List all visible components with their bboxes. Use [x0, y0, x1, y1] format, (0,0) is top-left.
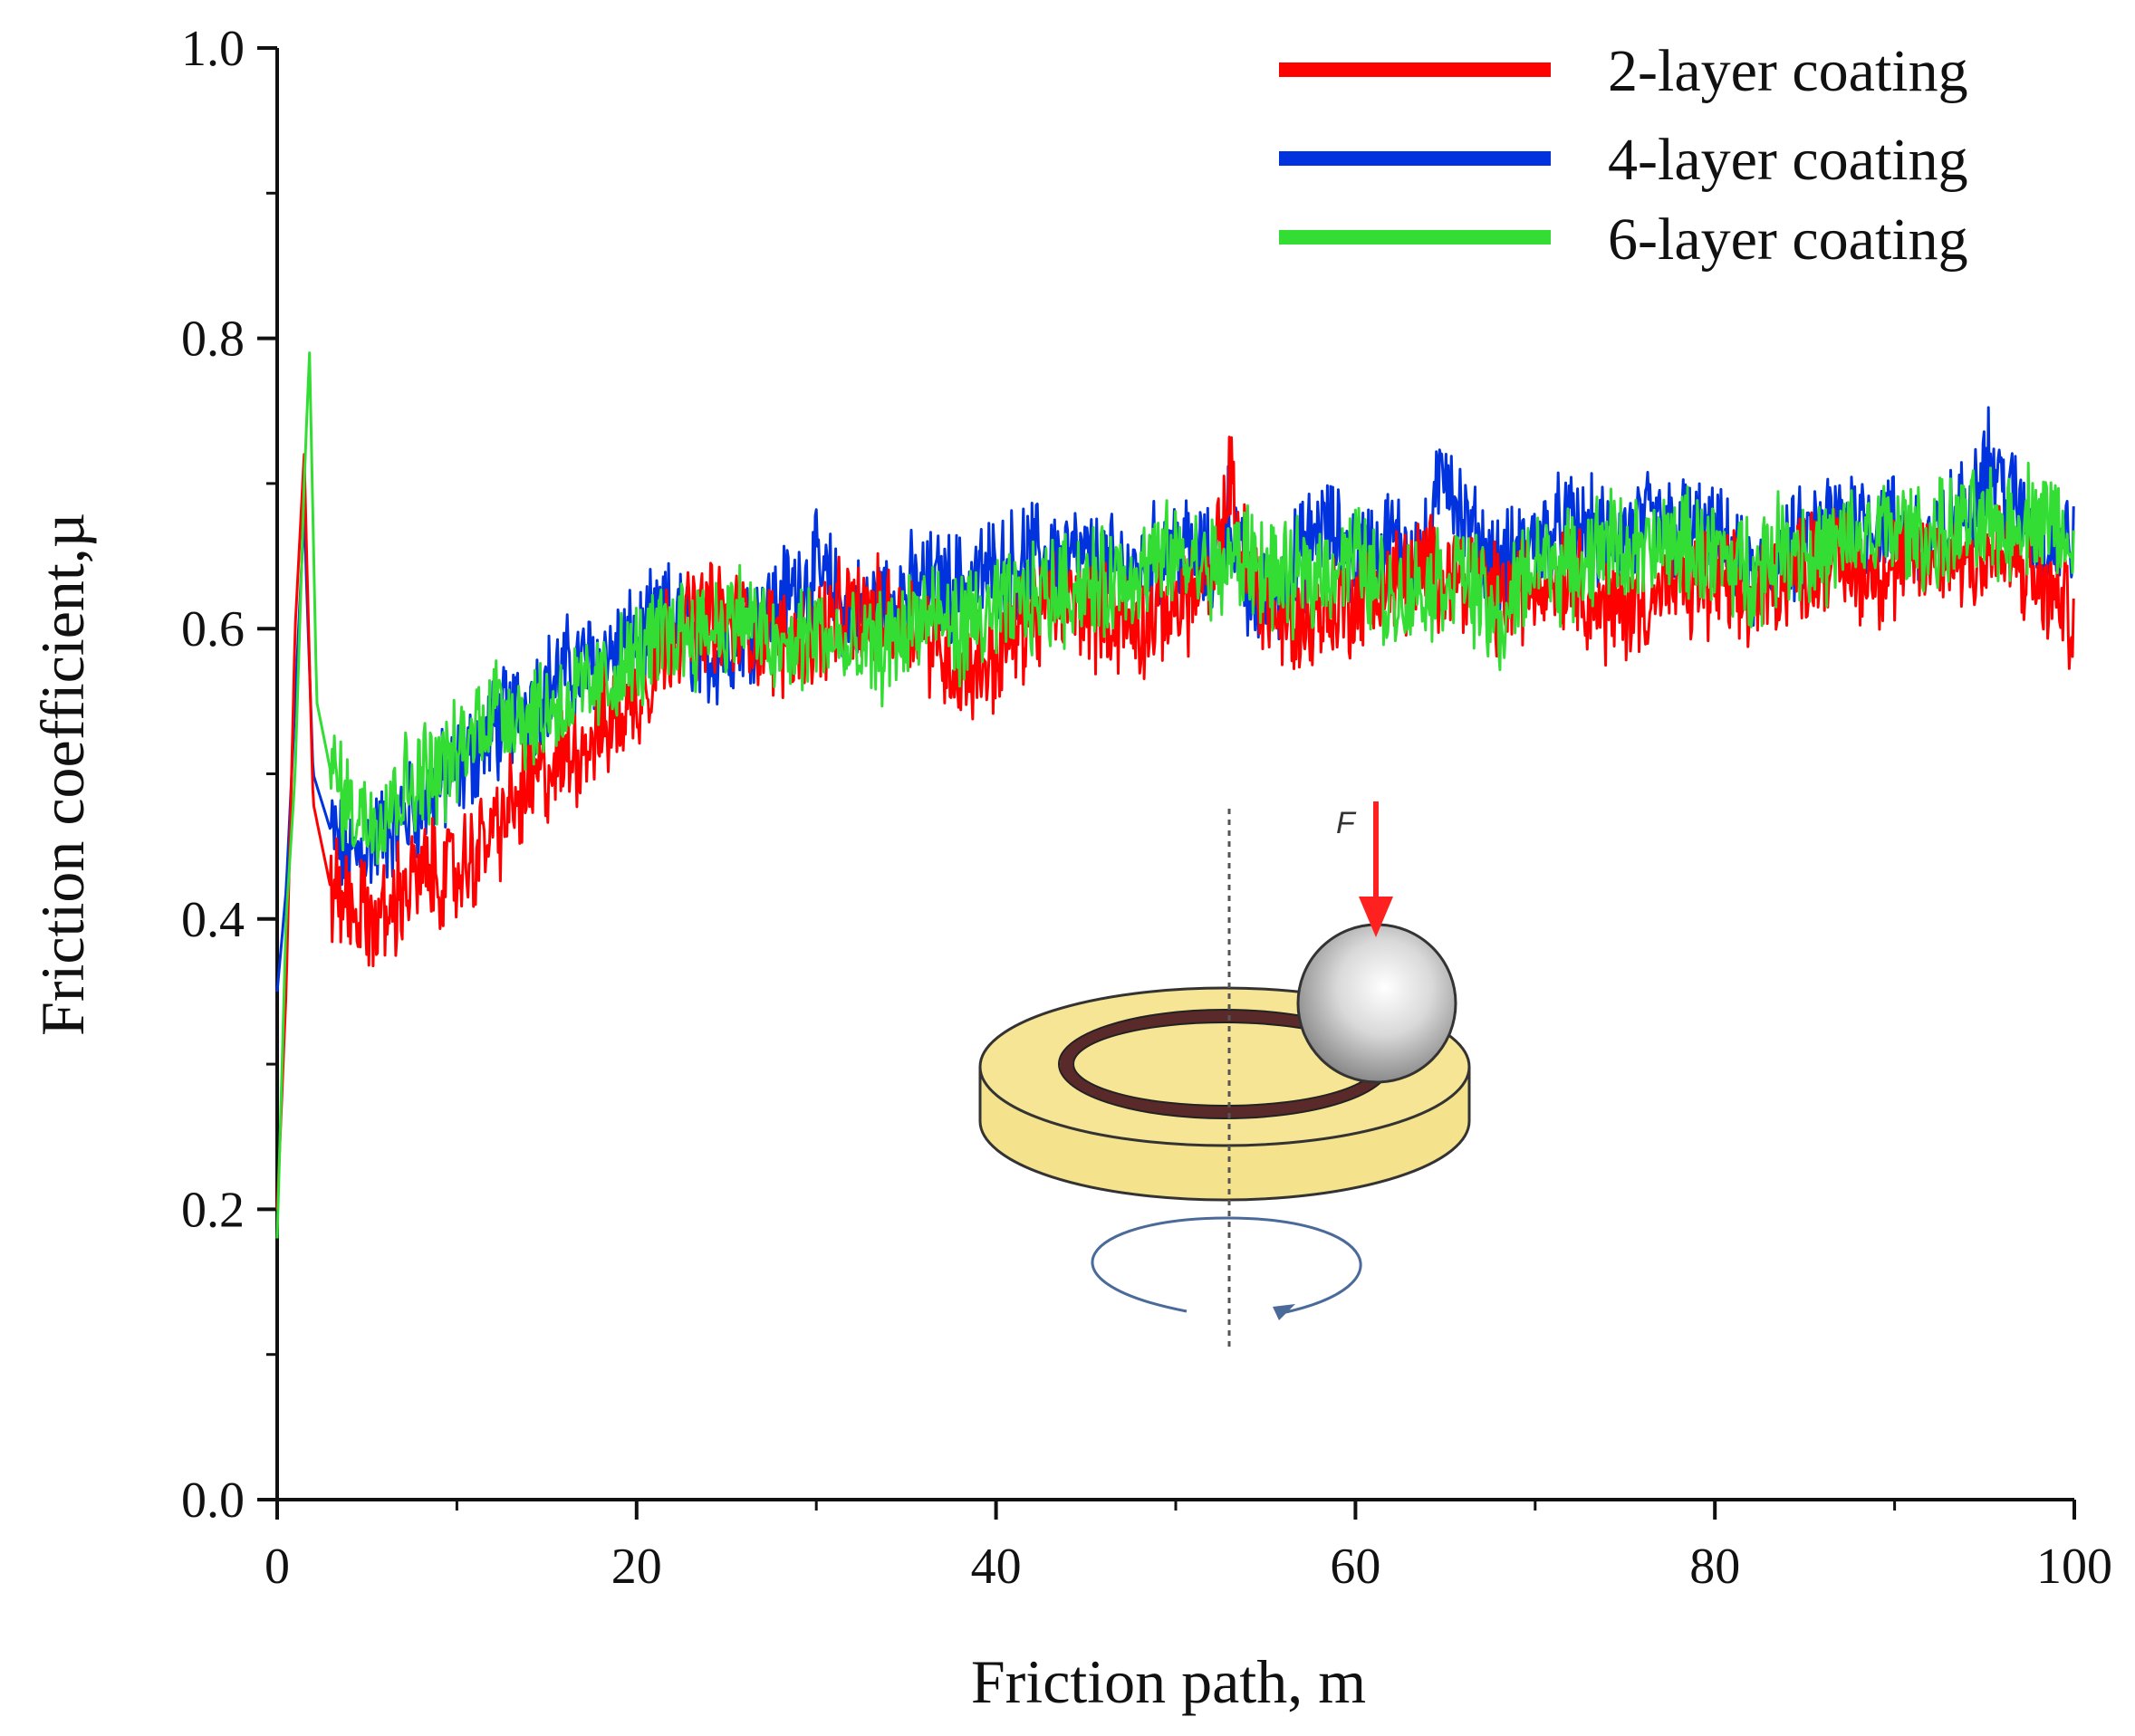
- x-tick-label: 80: [1689, 1539, 1740, 1595]
- rotation-arrow: [1091, 1216, 1362, 1315]
- y-tick-label: 0.8: [181, 312, 245, 368]
- y-tick-label: 0.4: [181, 892, 245, 948]
- legend: 2-layer coating 4-layer coating 6-layer …: [1279, 38, 1968, 273]
- force-label: F: [1336, 806, 1357, 840]
- tribometer-inset: F: [978, 801, 1471, 1349]
- ball: [1296, 923, 1457, 1084]
- x-tick-label: 20: [611, 1539, 662, 1595]
- x-tick-label: 60: [1330, 1539, 1380, 1595]
- y-tick-label: 0.2: [181, 1182, 245, 1238]
- y-axis-title: Friction coefficient,µ: [28, 513, 97, 1036]
- series-line-2-layer: [275, 436, 2075, 1210]
- series-line-6-layer: [275, 351, 2075, 1239]
- legend-label-4-layer: 4-layer coating: [1608, 127, 1968, 193]
- x-tick-label: 40: [971, 1539, 1022, 1595]
- y-tick-label: 1.0: [181, 21, 245, 77]
- legend-label-2-layer: 2-layer coating: [1608, 38, 1968, 104]
- force-arrow-head: [1359, 897, 1393, 937]
- x-tick-label: 100: [2036, 1539, 2112, 1595]
- y-tick-label: 0.6: [181, 601, 245, 657]
- rotation-arrow-head: [1273, 1304, 1295, 1320]
- legend-label-6-layer: 6-layer coating: [1608, 206, 1968, 273]
- y-tick-label: 0.0: [181, 1472, 245, 1529]
- x-tick-label: 0: [264, 1539, 290, 1595]
- series-group: [275, 351, 2075, 1239]
- ticks: 0 20 40 60 80 100 0.0 0.2 0.4 0.6 0.8 1.0: [181, 21, 2112, 1595]
- x-axis-title: Friction path, m: [971, 1647, 1366, 1716]
